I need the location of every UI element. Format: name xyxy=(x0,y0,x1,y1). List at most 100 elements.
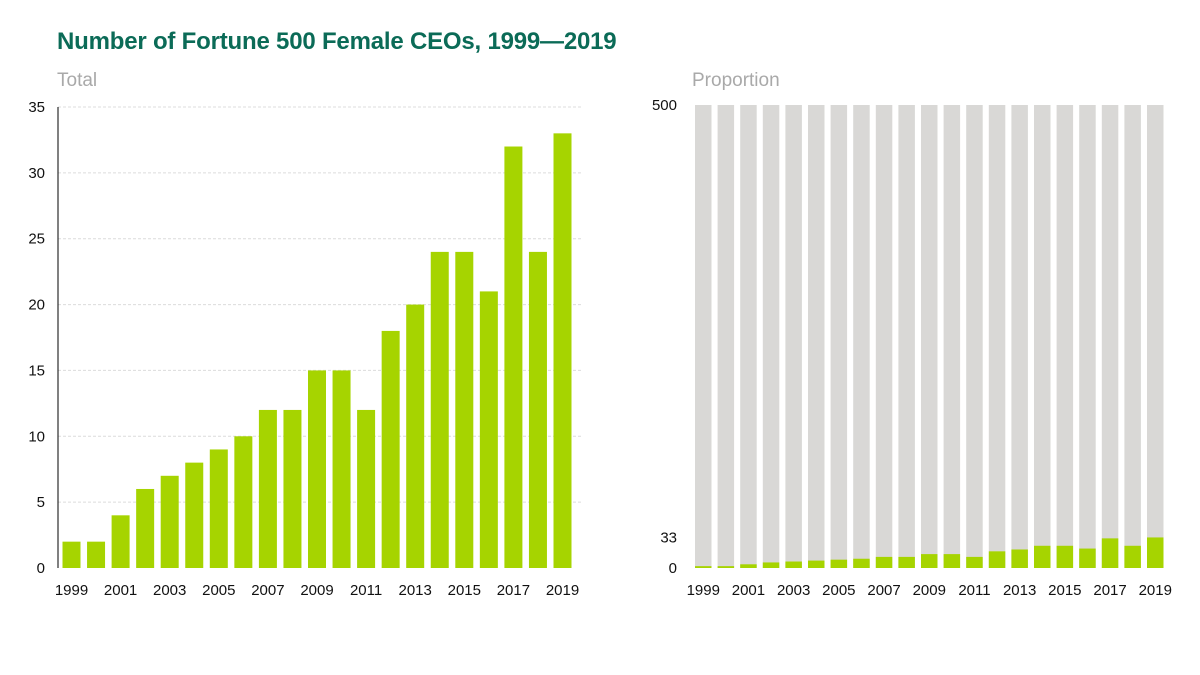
proportion-x-tick-label: 2001 xyxy=(732,582,765,599)
total-bar xyxy=(160,475,179,568)
proportion-total-bar xyxy=(785,105,802,568)
total-y-tick-label: 30 xyxy=(28,165,45,182)
proportion-female-bar xyxy=(830,559,848,568)
proportion-female-bar xyxy=(1034,545,1051,568)
total-bar xyxy=(504,146,523,568)
proportion-x-tick-label: 2011 xyxy=(958,582,990,599)
proportion-total-bar xyxy=(1034,105,1051,568)
proportion-female-bar xyxy=(1147,537,1164,568)
proportion-x-tick-label: 1999 xyxy=(687,582,720,599)
proportion-female-bar xyxy=(740,564,757,568)
proportion-y-tick-label: 33 xyxy=(660,529,677,546)
proportion-x-tick-label: 2005 xyxy=(822,582,855,599)
total-bar xyxy=(136,488,155,568)
total-x-tick-label: 2001 xyxy=(104,582,137,599)
total-bar xyxy=(258,409,277,568)
total-bar xyxy=(455,251,474,568)
proportion-y-tick-label: 500 xyxy=(652,97,677,114)
total-bar xyxy=(430,251,449,568)
total-x-tick-label: 2007 xyxy=(251,582,284,599)
proportion-total-bar xyxy=(1124,105,1141,568)
total-x-tick-label: 2019 xyxy=(546,582,579,599)
proportion-total-bar xyxy=(943,105,961,568)
total-bar xyxy=(283,409,302,568)
chart-title: Number of Fortune 500 Female CEOs, 1999—… xyxy=(57,28,617,55)
total-bar xyxy=(406,304,425,568)
total-x-tick-label: 2003 xyxy=(153,582,186,599)
proportion-female-bar xyxy=(966,556,983,568)
proportion-female-bar xyxy=(1011,549,1028,568)
proportion-female-bar xyxy=(1056,545,1074,568)
proportion-total-bar xyxy=(853,105,870,568)
proportion-female-bar xyxy=(1124,545,1141,568)
proportion-x-tick-label: 2017 xyxy=(1093,582,1126,599)
total-y-tick-label: 15 xyxy=(28,362,45,379)
total-bar xyxy=(87,541,106,568)
total-bar xyxy=(308,370,326,568)
proportion-total-bar xyxy=(1101,105,1119,568)
proportion-total-bar xyxy=(921,105,938,568)
total-bar xyxy=(381,330,400,568)
proportion-total-bar xyxy=(1056,105,1074,568)
total-chart-title: Total xyxy=(57,70,98,91)
proportion-female-bar xyxy=(943,554,961,568)
proportion-female-bar xyxy=(875,556,893,568)
proportion-total-bar xyxy=(717,105,735,568)
total-bar xyxy=(528,251,547,568)
proportion-total-bar xyxy=(988,105,1006,568)
total-y-tick-label: 5 xyxy=(37,494,45,511)
proportion-total-bar xyxy=(830,105,848,568)
total-x-tick-label: 2011 xyxy=(350,582,382,599)
total-y-tick-label: 0 xyxy=(37,560,45,577)
total-x-tick-label: 2009 xyxy=(300,582,333,599)
total-x-tick-label: 2013 xyxy=(399,582,432,599)
total-y-tick-label: 25 xyxy=(28,231,45,248)
proportion-x-tick-label: 2015 xyxy=(1048,582,1081,599)
proportion-x-tick-label: 2013 xyxy=(1003,582,1036,599)
proportion-x-tick-label: 2007 xyxy=(867,582,900,599)
proportion-female-bar xyxy=(898,556,915,568)
proportion-total-bar xyxy=(898,105,915,568)
proportion-total-bar xyxy=(1147,105,1164,568)
proportion-female-bar xyxy=(988,551,1006,568)
proportion-total-bar xyxy=(875,105,893,568)
total-y-tick-label: 35 xyxy=(28,99,45,116)
total-bar xyxy=(479,291,498,568)
proportion-female-bar xyxy=(808,560,825,568)
total-bar xyxy=(234,436,253,568)
proportion-female-bar xyxy=(1079,548,1096,568)
total-bar xyxy=(62,541,81,568)
total-bar xyxy=(332,370,351,568)
total-y-tick-label: 20 xyxy=(28,297,45,314)
proportion-y-tick-label: 0 xyxy=(669,560,677,577)
proportion-female-bar xyxy=(695,566,712,568)
total-y-tick-label: 10 xyxy=(28,428,45,445)
total-x-tick-label: 1999 xyxy=(55,582,88,599)
proportion-total-bar xyxy=(808,105,825,568)
total-bar xyxy=(111,515,130,568)
total-x-tick-label: 2015 xyxy=(448,582,481,599)
total-bar xyxy=(209,449,228,568)
proportion-female-bar xyxy=(717,566,735,568)
proportion-female-bar xyxy=(853,558,870,568)
total-x-tick-label: 2017 xyxy=(497,582,530,599)
proportion-female-bar xyxy=(921,554,938,568)
proportion-x-tick-label: 2019 xyxy=(1139,582,1172,599)
proportion-female-bar xyxy=(762,562,780,568)
total-bar xyxy=(553,133,572,569)
proportion-x-tick-label: 2009 xyxy=(913,582,946,599)
proportion-total-bar xyxy=(762,105,780,568)
total-x-tick-label: 2005 xyxy=(202,582,235,599)
proportion-total-bar xyxy=(966,105,983,568)
total-bar xyxy=(357,409,376,568)
proportion-female-bar xyxy=(1101,538,1119,568)
proportion-chart-title: Proportion xyxy=(692,70,780,91)
total-bar xyxy=(185,462,204,568)
proportion-female-bar xyxy=(785,561,802,568)
proportion-total-bar xyxy=(1011,105,1028,568)
proportion-total-bar xyxy=(695,105,712,568)
proportion-x-tick-label: 2003 xyxy=(777,582,810,599)
proportion-total-bar xyxy=(1079,105,1096,568)
proportion-total-bar xyxy=(740,105,757,568)
